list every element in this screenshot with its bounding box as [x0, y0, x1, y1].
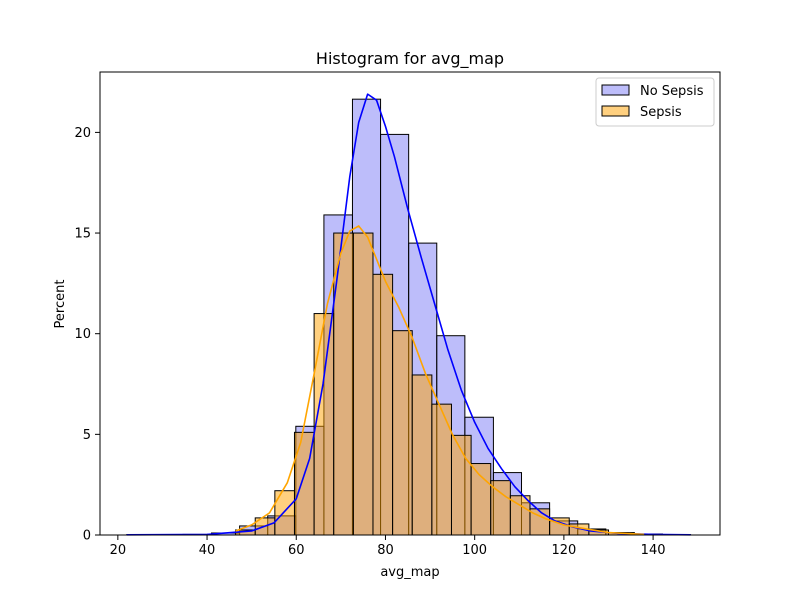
histogram-bar: [372, 273, 394, 536]
x-tick-label: 100: [462, 543, 487, 558]
histogram-bar: [313, 313, 335, 536]
x-tick-label: 40: [199, 543, 216, 558]
histogram-bar: [392, 330, 413, 536]
x-axis-label: avg_map: [380, 565, 439, 580]
legend-label: Sepsis: [640, 105, 682, 120]
x-tick-label: 120: [551, 543, 576, 558]
y-tick-label: 10: [74, 327, 91, 342]
kde-line: [126, 93, 691, 536]
legend: No Sepsis Sepsis: [595, 77, 715, 127]
x-tick-label: 60: [288, 543, 305, 558]
histogram-bar: [352, 232, 374, 536]
x-tick-label: 80: [377, 543, 394, 558]
legend-swatch: [601, 105, 630, 117]
histogram-bar: [490, 480, 511, 536]
y-tick-label: 0: [83, 529, 91, 544]
y-tick-label: 20: [74, 126, 91, 141]
histogram-bar: [411, 374, 433, 536]
axes-frame: [99, 71, 721, 536]
x-tick-label: 20: [110, 543, 127, 558]
legend-swatch: [601, 84, 630, 96]
y-axis-label: Percent: [53, 280, 68, 329]
legend-label: No Sepsis: [640, 84, 704, 99]
plot-area: 20 40 60 80 100 120 140 0 5 10 15 20 No Sepsis Sepsis: [74, 71, 721, 558]
y-tick-label: 15: [74, 227, 91, 242]
y-tick-label: 5: [83, 428, 91, 443]
x-tick-label: 140: [641, 543, 666, 558]
chart-title: Histogram for avg_map: [316, 49, 504, 69]
histogram-bar: [470, 463, 492, 536]
kde-line: [235, 225, 645, 536]
series-1-bars: [235, 232, 645, 536]
